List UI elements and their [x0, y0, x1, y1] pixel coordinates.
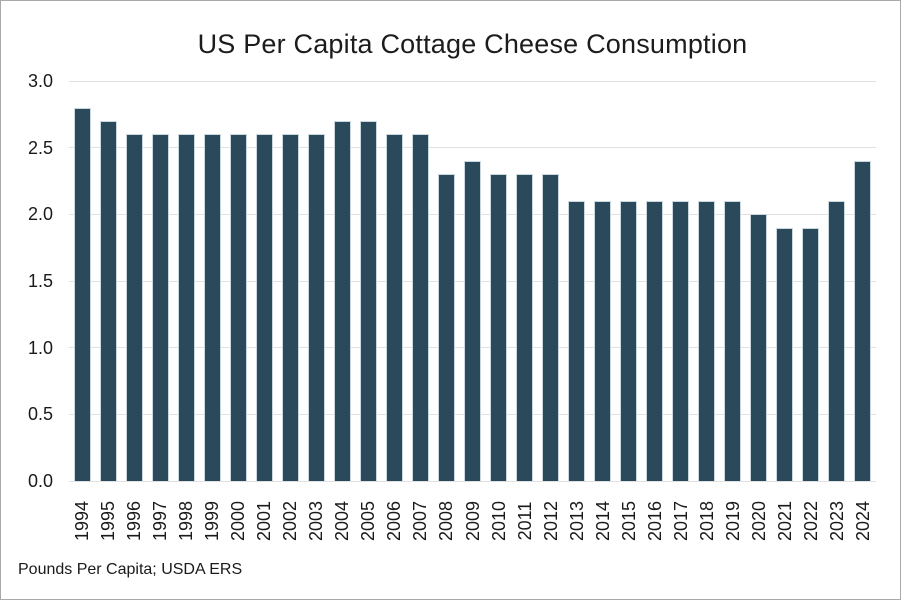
- bar-1994: [73, 107, 91, 481]
- bar-2014: [594, 201, 612, 481]
- bar-2020: [750, 214, 768, 481]
- x-axis-tick-label: 2008: [436, 500, 457, 542]
- bar-2024: [854, 161, 872, 481]
- bar-1996: [125, 134, 143, 481]
- x-axis-tick-label: 2015: [618, 500, 639, 542]
- bar-1997: [151, 134, 169, 481]
- bar-2005: [359, 121, 377, 481]
- x-axis-tick-label: 1996: [124, 500, 145, 542]
- x-axis-tick-label: 1998: [176, 500, 197, 542]
- bar-1995: [99, 121, 117, 481]
- gridline: [69, 147, 876, 149]
- x-axis-tick-label: 2007: [410, 500, 431, 542]
- x-axis-tick-label: 2003: [306, 500, 327, 542]
- bar-2018: [698, 201, 716, 481]
- x-axis-tick-label: 2000: [228, 500, 249, 542]
- x-axis-tick-label: 2022: [800, 500, 821, 542]
- bar-2002: [281, 134, 299, 481]
- x-axis-tick-label: 2009: [462, 500, 483, 542]
- x-axis-tick-label: 2024: [852, 500, 873, 542]
- bar-2021: [776, 227, 794, 481]
- x-axis-tick-label: 2005: [358, 500, 379, 542]
- y-axis-tick-label: 2.5: [27, 137, 53, 158]
- bar-2022: [802, 227, 820, 481]
- bar-2008: [437, 174, 455, 481]
- plot-area: [69, 80, 876, 482]
- bar-2010: [490, 174, 508, 481]
- x-axis-tick-label: 2001: [254, 500, 275, 542]
- bar-2017: [672, 201, 690, 481]
- bar-2004: [333, 121, 351, 481]
- bar-2012: [542, 174, 560, 481]
- bar-2011: [516, 174, 534, 481]
- x-axis-tick-label: 2012: [540, 500, 561, 542]
- bar-2003: [307, 134, 325, 481]
- x-axis-tick-label: 2004: [332, 500, 353, 542]
- x-axis-tick-label: 2010: [488, 500, 509, 542]
- x-axis-tick-label: 2023: [826, 500, 847, 542]
- x-axis-tick-label: 1994: [72, 500, 93, 542]
- bar-2019: [724, 201, 742, 481]
- bar-2023: [828, 201, 846, 481]
- x-axis-tick-label: 2002: [280, 500, 301, 542]
- x-axis-tick-label: 2016: [644, 500, 665, 542]
- footer-note: Pounds Per Capita; USDA ERS: [18, 561, 243, 578]
- bar-2001: [255, 134, 273, 481]
- bar-2009: [464, 161, 481, 481]
- x-axis-tick-label: 2014: [592, 500, 613, 542]
- bar-2013: [568, 201, 586, 481]
- gridline: [69, 480, 876, 482]
- x-axis-tick-label: 2018: [696, 500, 717, 542]
- gridline: [69, 80, 876, 82]
- bar-2015: [620, 201, 638, 481]
- bar-1998: [177, 134, 195, 481]
- x-axis-tick-label: 2021: [774, 500, 795, 542]
- x-axis-tick-label: 2020: [748, 500, 769, 542]
- bar-1999: [203, 134, 221, 481]
- x-axis-tick-label: 1997: [150, 500, 171, 542]
- chart-title: US Per Capita Cottage Cheese Consumption: [197, 29, 748, 59]
- x-axis-tick-label: 2019: [722, 500, 743, 542]
- y-axis-tick-label: 3.0: [27, 71, 53, 91]
- y-axis-tick-label: 0.0: [27, 471, 53, 491]
- x-axis-tick-label: 2017: [670, 500, 691, 542]
- y-axis-tick-label: 1.0: [27, 337, 53, 358]
- x-axis-tick-label: 2013: [566, 500, 587, 542]
- bar-2000: [229, 134, 247, 481]
- x-axis-tick-label: 2011: [514, 501, 535, 541]
- x-axis-tick-label: 1999: [202, 500, 223, 542]
- bar-2016: [646, 201, 664, 481]
- bar-2006: [385, 134, 403, 481]
- bar-2007: [411, 134, 429, 481]
- y-axis-tick-label: 1.5: [27, 271, 53, 291]
- y-axis-tick-label: 2.0: [27, 204, 53, 225]
- x-axis-tick-label: 2006: [384, 500, 405, 542]
- x-axis-tick-label: 1995: [98, 500, 119, 542]
- y-axis-tick-label: 0.5: [27, 404, 53, 425]
